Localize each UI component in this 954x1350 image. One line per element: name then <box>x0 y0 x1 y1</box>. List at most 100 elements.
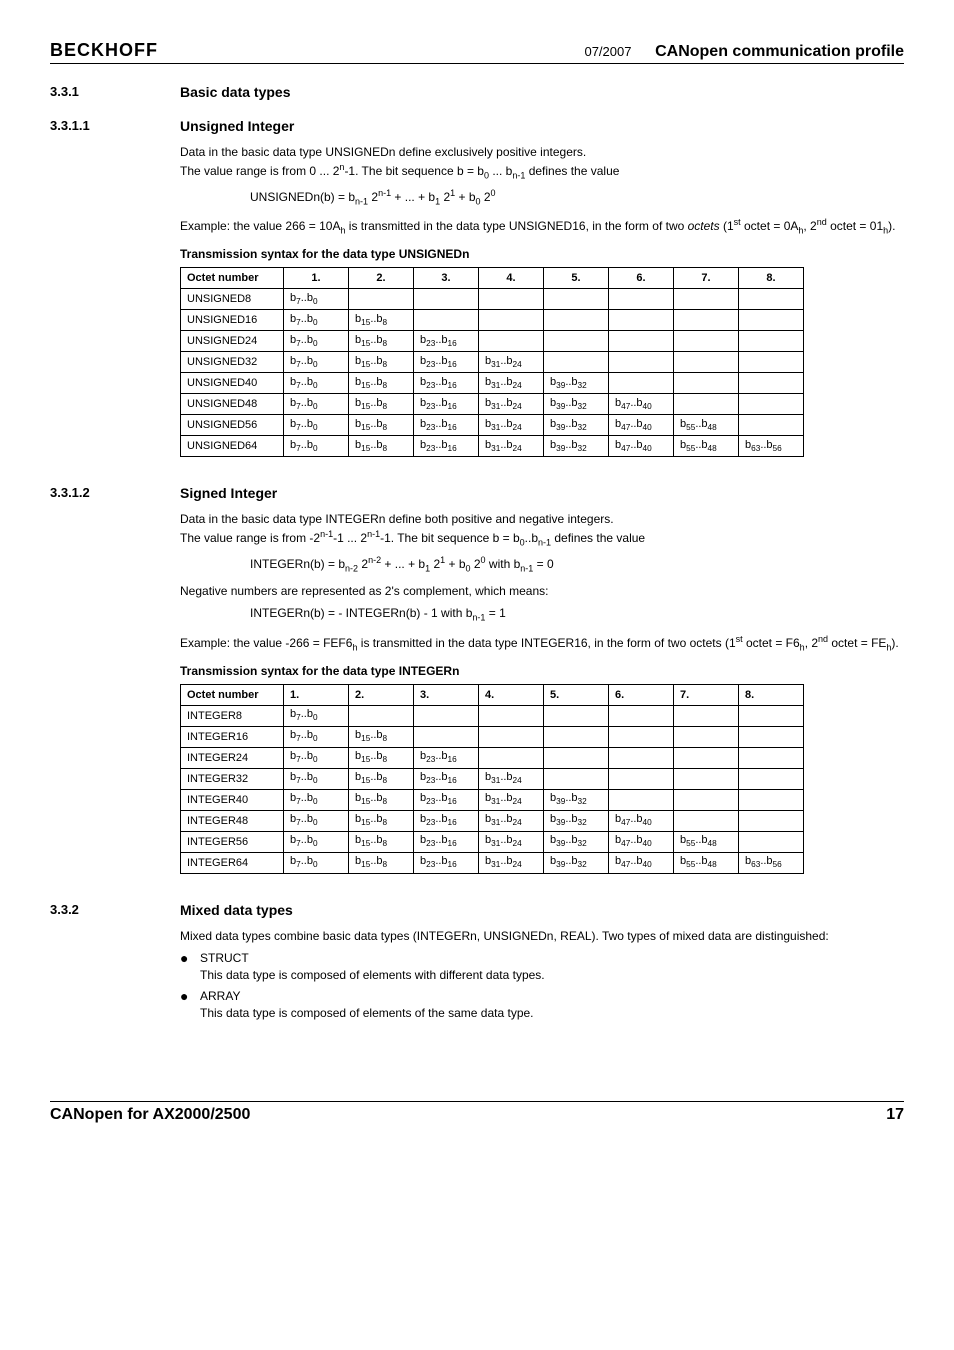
text: 2 <box>430 557 440 571</box>
text: ..b <box>525 531 538 545</box>
table-cell: b31..b24 <box>479 810 544 831</box>
text: + b <box>455 190 475 204</box>
table-cell: b39..b32 <box>544 852 609 873</box>
text: ). <box>891 636 898 650</box>
table-cell: b15..b8 <box>349 768 414 789</box>
table-cell <box>414 289 479 310</box>
table-cell <box>674 289 739 310</box>
table-cell <box>739 831 804 852</box>
header-right: 07/2007 CANopen communication profile <box>584 43 904 61</box>
bullet-icon: ● <box>180 988 200 1003</box>
text: STRUCT <box>200 951 249 965</box>
table-cell: b31..b24 <box>479 373 544 394</box>
table-cell <box>674 768 739 789</box>
table-cell <box>739 768 804 789</box>
table-cell: b39..b32 <box>544 831 609 852</box>
page-number: 17 <box>886 1106 904 1124</box>
table-cell: b23..b16 <box>414 352 479 373</box>
table-header: 3. <box>414 268 479 289</box>
table-cell: b39..b32 <box>544 415 609 436</box>
table-cell <box>674 310 739 331</box>
section-title: Mixed data types <box>180 902 293 918</box>
text: This data type is composed of elements w… <box>200 968 545 982</box>
section-number: 3.3.1.1 <box>50 118 180 134</box>
text: Negative numbers are represented as 2's … <box>180 584 548 598</box>
table-header: 2. <box>349 684 414 705</box>
section-3-3-2: 3.3.2 Mixed data types <box>50 902 904 918</box>
header-date: 07/2007 <box>584 44 631 59</box>
table-cell <box>739 289 804 310</box>
text: is transmitted in the data type INTEGER1… <box>357 636 735 650</box>
table-cell: b7..b0 <box>284 831 349 852</box>
table-cell: b15..b8 <box>349 726 414 747</box>
table-cell: b23..b16 <box>414 436 479 457</box>
table-header: 7. <box>674 684 739 705</box>
table-cell: INTEGER40 <box>181 789 284 810</box>
text: UNSIGNEDn(b) = b <box>250 190 355 204</box>
table-cell: b7..b0 <box>284 768 349 789</box>
text: octet = 0A <box>741 219 799 233</box>
table-cell: b39..b32 <box>544 436 609 457</box>
table-cell: b7..b0 <box>284 373 349 394</box>
table-row: UNSIGNED16b7..b0b15..b8 <box>181 310 804 331</box>
table-cell <box>739 394 804 415</box>
page-footer: CANopen for AX2000/2500 17 <box>50 1101 904 1124</box>
table-cell: INTEGER16 <box>181 726 284 747</box>
table-cell: b7..b0 <box>284 415 349 436</box>
integer-table: Octet number1.2.3.4.5.6.7.8. INTEGER8b7.… <box>180 684 804 874</box>
table-caption: Transmission syntax for the data type IN… <box>180 664 904 678</box>
table-row: INTEGER48b7..b0b15..b8b23..b16b31..b24b3… <box>181 810 804 831</box>
table-cell: UNSIGNED8 <box>181 289 284 310</box>
text: , 2 <box>805 636 818 650</box>
text: ... b <box>489 164 512 178</box>
list-item: ● ARRAY This data type is composed of el… <box>180 988 904 1022</box>
table-row: INTEGER24b7..b0b15..b8b23..b16 <box>181 747 804 768</box>
table-cell <box>544 726 609 747</box>
table-caption: Transmission syntax for the data type UN… <box>180 247 904 261</box>
text: octet = 01 <box>827 219 883 233</box>
text: 2 <box>471 557 481 571</box>
text: 2 <box>481 190 491 204</box>
table-cell <box>674 394 739 415</box>
table-cell: INTEGER64 <box>181 852 284 873</box>
table-cell: b15..b8 <box>349 789 414 810</box>
table-cell: b47..b40 <box>609 810 674 831</box>
text: defines the value <box>551 531 645 545</box>
section-3-3-1: 3.3.1 Basic data types <box>50 84 904 100</box>
text: octets <box>688 219 720 233</box>
table-cell <box>479 726 544 747</box>
table-cell: b15..b8 <box>349 415 414 436</box>
text: This data type is composed of elements o… <box>200 1006 534 1020</box>
table-row: INTEGER32b7..b0b15..b8b23..b16b31..b24 <box>181 768 804 789</box>
text: (1 <box>720 219 734 233</box>
table-cell: b15..b8 <box>349 352 414 373</box>
table-cell <box>674 789 739 810</box>
table-cell <box>739 352 804 373</box>
paragraph: Data in the basic data type INTEGERn def… <box>180 511 904 549</box>
text: octet = FE <box>828 636 886 650</box>
table-cell <box>414 310 479 331</box>
table-cell: b7..b0 <box>284 747 349 768</box>
table-cell: b23..b16 <box>414 415 479 436</box>
table-cell <box>479 747 544 768</box>
table-cell <box>739 726 804 747</box>
table-cell: b15..b8 <box>349 810 414 831</box>
table-cell: b23..b16 <box>414 394 479 415</box>
table-header: Octet number <box>181 684 284 705</box>
table-cell: b31..b24 <box>479 436 544 457</box>
table-cell: UNSIGNED48 <box>181 394 284 415</box>
table-header: Octet number <box>181 268 284 289</box>
list-item-text: ARRAY This data type is composed of elem… <box>200 988 534 1022</box>
table-cell: UNSIGNED16 <box>181 310 284 331</box>
table-cell: b31..b24 <box>479 789 544 810</box>
bullet-list: ● STRUCT This data type is composed of e… <box>180 950 904 1021</box>
table-cell <box>609 768 674 789</box>
table-cell: b15..b8 <box>349 852 414 873</box>
section-title: Signed Integer <box>180 485 277 501</box>
list-item-text: STRUCT This data type is composed of ele… <box>200 950 545 984</box>
table-cell <box>739 747 804 768</box>
text: Example: the value 266 = 10A <box>180 219 340 233</box>
table-cell <box>609 789 674 810</box>
table-cell: b31..b24 <box>479 352 544 373</box>
table-cell: b7..b0 <box>284 310 349 331</box>
